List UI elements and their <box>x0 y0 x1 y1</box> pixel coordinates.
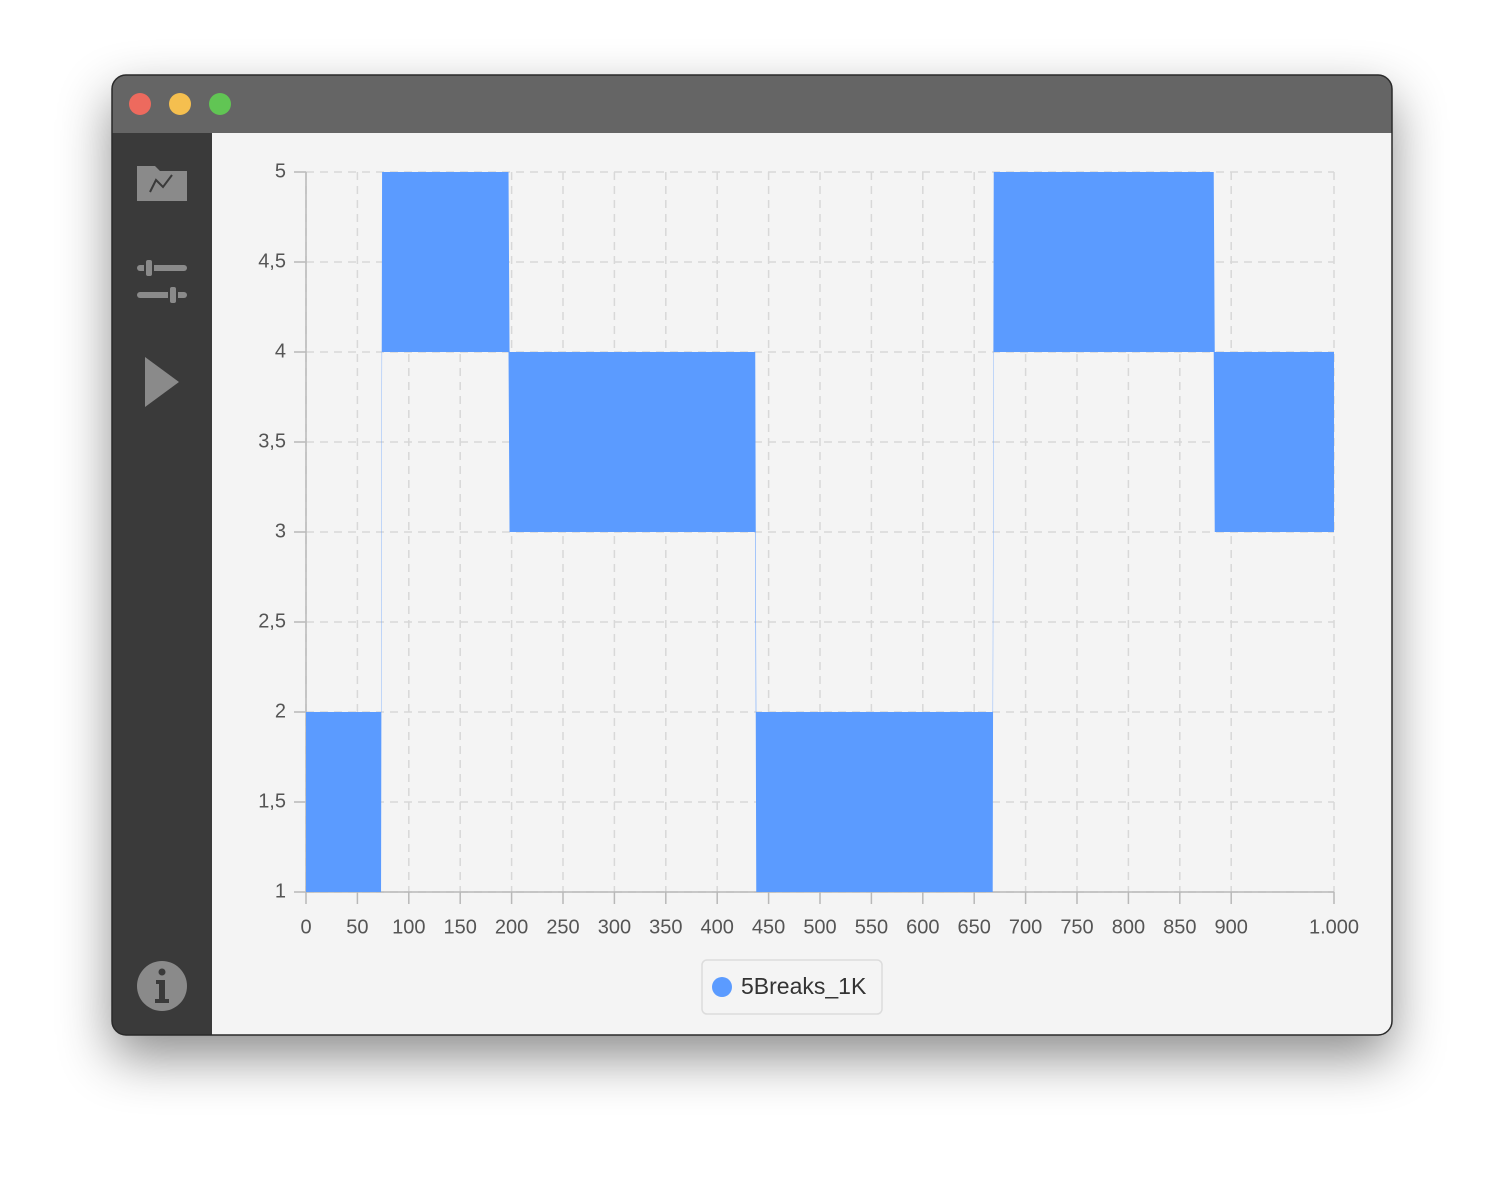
info-icon[interactable] <box>137 961 187 1011</box>
x-tick-label: 150 <box>444 916 477 938</box>
window-border <box>111 74 1393 1036</box>
y-tick-label: 4 <box>275 340 286 362</box>
open-chart-icon[interactable] <box>137 166 187 201</box>
x-tick-label: 350 <box>649 916 682 938</box>
y-tick-label: 3 <box>275 520 286 542</box>
x-tick-label: 400 <box>701 916 734 938</box>
x-tick-label: 800 <box>1112 916 1145 938</box>
run-icon[interactable] <box>145 357 179 407</box>
settings-icon[interactable] <box>137 258 187 305</box>
x-tick-label: 200 <box>495 916 528 938</box>
x-tick-label: 1.000 <box>1309 916 1359 938</box>
x-tick-label: 450 <box>752 916 785 938</box>
minimize-button[interactable] <box>169 93 191 115</box>
x-tick-label: 650 <box>958 916 991 938</box>
y-tick-label: 4,5 <box>258 250 286 272</box>
x-tick-label: 300 <box>598 916 631 938</box>
y-tick-label: 1,5 <box>258 790 286 812</box>
x-tick-label: 850 <box>1163 916 1196 938</box>
zoom-button[interactable] <box>209 93 231 115</box>
x-tick-label: 100 <box>392 916 425 938</box>
y-tick-label: 1 <box>275 880 286 902</box>
y-tick-label: 3,5 <box>258 430 286 452</box>
y-tick-label: 2 <box>275 700 286 722</box>
legend <box>701 959 883 1015</box>
x-tick-label: 250 <box>546 916 579 938</box>
y-tick-label: 5 <box>275 160 286 182</box>
close-button[interactable] <box>129 93 151 115</box>
legend-swatch <box>712 977 732 997</box>
sidebar <box>112 133 212 1035</box>
x-tick-label: 700 <box>1009 916 1042 938</box>
x-tick-label: 900 <box>1215 916 1248 938</box>
x-tick-label: 750 <box>1060 916 1093 938</box>
x-tick-label: 550 <box>855 916 888 938</box>
title-bar <box>112 75 1392 133</box>
y-tick-label: 2,5 <box>258 610 286 632</box>
legend-label: 5Breaks_1K <box>741 973 867 999</box>
x-tick-label: 0 <box>300 916 311 938</box>
x-tick-label: 500 <box>803 916 836 938</box>
x-tick-label: 50 <box>346 916 368 938</box>
range-area <box>306 172 1334 892</box>
x-tick-label: 600 <box>906 916 939 938</box>
